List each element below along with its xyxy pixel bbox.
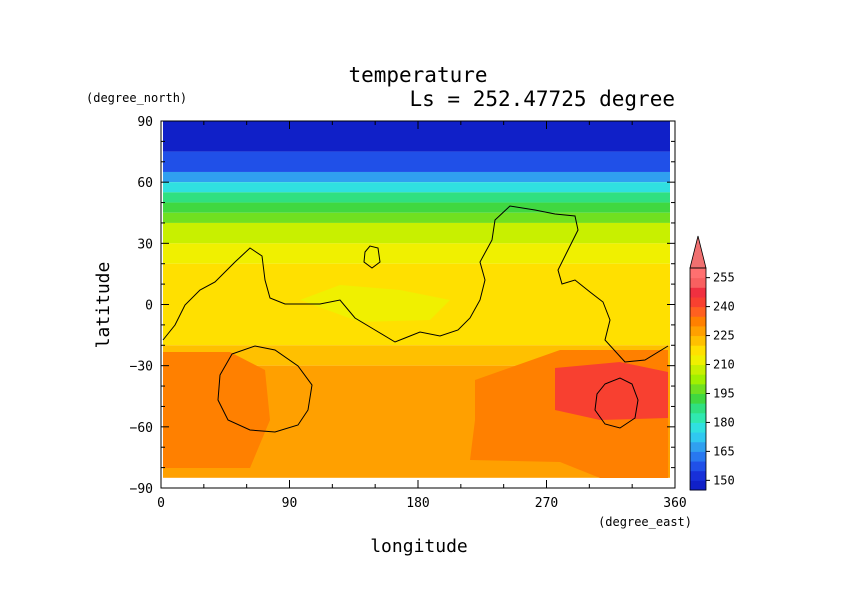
colorbar-segment	[690, 277, 706, 288]
contour-line-0	[162, 205, 669, 363]
heatmap-band-7	[163, 222, 670, 244]
y-tick-label: 0	[145, 299, 153, 314]
x-axis-ticks: 0 90 180 270 360	[157, 121, 687, 511]
colorbar-label: 240	[713, 300, 735, 314]
colorbar-label: 165	[713, 444, 735, 458]
colorbar-segment	[690, 335, 706, 346]
y-tick-label: 60	[137, 176, 153, 191]
colorbar-overflow-arrow	[689, 235, 707, 269]
heatmap-band-2	[163, 171, 670, 183]
x-tick-label: 360	[663, 496, 686, 511]
y-tick-label: 30	[137, 237, 153, 252]
colorbar-segment	[690, 422, 706, 433]
chart-title: temperature	[348, 63, 487, 87]
colorbar-label: 210	[713, 358, 735, 372]
colorbar-segment	[690, 345, 706, 356]
x-tick-label: 270	[535, 496, 558, 511]
x-tick-label: 180	[406, 496, 429, 511]
y-unit-label: (degree_north)	[86, 91, 187, 105]
colorbar-label: 225	[713, 329, 735, 343]
colorbar-segment	[690, 441, 706, 452]
x-axis-label: longitude	[370, 536, 468, 557]
colorbar-label: 195	[713, 386, 735, 400]
heatmap-band-0	[163, 121, 670, 152]
colorbar-label: 255	[713, 271, 735, 285]
warm-region-2	[555, 362, 668, 420]
colorbar-segment	[690, 374, 706, 385]
colorbar-segment	[690, 480, 706, 491]
colorbar-segment	[690, 470, 706, 481]
x-tick-label: 0	[157, 496, 165, 511]
y-tick-label: 90	[137, 115, 153, 130]
contour-line-1	[363, 245, 381, 269]
colorbar-segment	[690, 461, 706, 472]
warm-region-3	[300, 285, 450, 322]
heatmap-band-5	[163, 202, 670, 213]
y-tick-label: −30	[130, 360, 153, 375]
contour-line-2	[217, 345, 313, 433]
contour-lines	[162, 205, 669, 433]
colorbar-segment	[690, 412, 706, 423]
contour-line-3	[594, 377, 639, 429]
y-axis-ticks: 90 60 30 0 −30 −60 −90	[130, 115, 675, 497]
colorbar-label: 150	[713, 473, 735, 487]
colorbar: 255 240 225 210 195 180 165 150	[689, 235, 735, 491]
colorbar-segment	[690, 316, 706, 327]
colorbar-segment	[690, 325, 706, 337]
x-tick-label: 90	[282, 496, 298, 511]
y-tick-label: −90	[130, 482, 153, 497]
colorbar-frame	[689, 267, 707, 491]
y-axis-label: latitude	[93, 262, 114, 349]
colorbar-segment	[690, 403, 706, 414]
colorbar-label: 180	[713, 415, 735, 429]
heatmap-band-4	[163, 192, 670, 203]
colorbar-segment	[690, 268, 706, 279]
heatmap-band-3	[163, 182, 670, 193]
colorbar-segment	[690, 393, 706, 404]
colorbar-segment	[690, 354, 706, 366]
heatmap-band-1	[163, 151, 670, 172]
warm-region-0	[163, 352, 270, 468]
colorbar-segment	[690, 306, 706, 317]
chart-subtitle: Ls = 252.47725 degree	[409, 87, 675, 111]
y-tick-label: −60	[130, 421, 153, 436]
colorbar-segment	[690, 296, 706, 308]
colorbar-segment	[690, 364, 706, 375]
colorbar-segment	[690, 451, 706, 462]
x-unit-label: (degree_east)	[598, 515, 692, 529]
colorbar-segment	[690, 432, 706, 443]
heatmap-band-8	[163, 243, 670, 264]
heatmap-field	[163, 121, 670, 478]
colorbar-segment	[690, 287, 706, 298]
heatmap-band-6	[163, 212, 670, 223]
colorbar-segment	[690, 383, 706, 394]
